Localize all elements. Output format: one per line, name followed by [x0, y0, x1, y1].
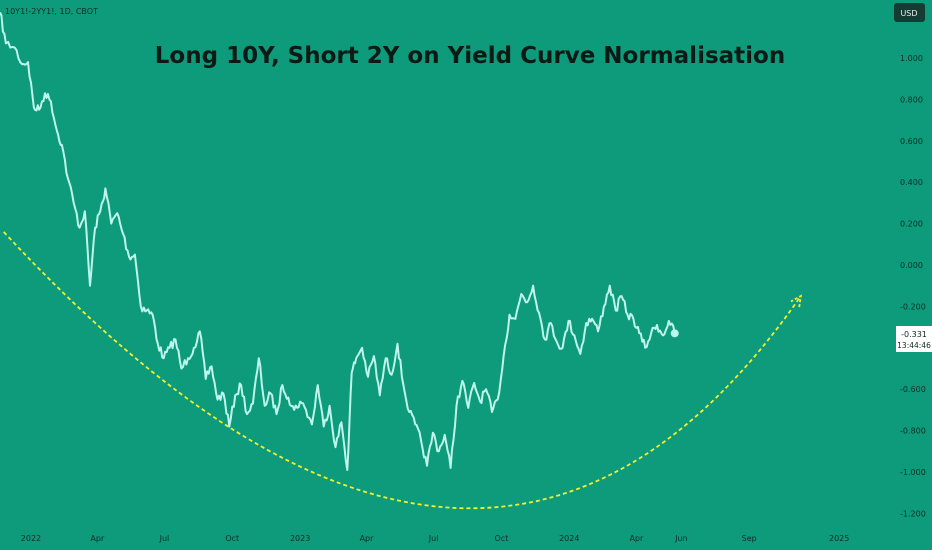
- x-tick-label: Apr: [90, 534, 105, 543]
- x-tick-label: Jun: [674, 534, 688, 543]
- price-line-layer: [0, 11, 679, 471]
- axis-tick-layer: 1.2001.0000.8000.6000.4000.2000.000-0.20…: [21, 13, 926, 543]
- x-tick-label: Sep: [742, 534, 757, 543]
- series-line: [0, 11, 676, 471]
- symbol-info[interactable]: 10Y1!-2YY1!, 1D, CBOT: [5, 7, 98, 16]
- last-price: -0.331: [901, 330, 927, 339]
- y-tick-label: 0.800: [900, 95, 923, 104]
- x-tick-label: Jul: [428, 534, 439, 543]
- forecast-arrow-head: [790, 294, 802, 308]
- currency-button[interactable]: USD: [894, 3, 925, 22]
- y-tick-label: 1.000: [900, 54, 923, 63]
- last-price-badge: -0.331 13:44:46: [896, 326, 932, 352]
- chart-title: Long 10Y, Short 2Y on Yield Curve Normal…: [155, 43, 785, 69]
- y-tick-label: -0.800: [900, 427, 926, 436]
- y-tick-label: -0.600: [900, 385, 926, 394]
- x-tick-label: 2023: [290, 534, 310, 543]
- x-tick-label: Apr: [629, 534, 644, 543]
- forecast-arrow-path: [3, 231, 802, 510]
- x-tick-label: Oct: [495, 534, 509, 543]
- y-tick-label: -1.000: [900, 468, 926, 477]
- x-tick-label: Jul: [159, 534, 170, 543]
- x-tick-label: 2022: [21, 534, 41, 543]
- x-tick-label: Apr: [360, 534, 375, 543]
- y-tick-label: 0.200: [900, 220, 923, 229]
- currency-label: USD: [900, 9, 917, 18]
- y-tick-label: -1.200: [900, 509, 926, 518]
- x-tick-label: 2024: [559, 534, 579, 543]
- y-tick-label: 0.000: [900, 261, 923, 270]
- forecast-arrow-layer: [3, 231, 802, 510]
- x-tick-label: 2025: [829, 534, 849, 543]
- y-tick-label: 0.400: [900, 178, 923, 187]
- y-tick-label: -0.200: [900, 302, 926, 311]
- x-tick-label: Oct: [225, 534, 239, 543]
- bar-countdown: 13:44:46: [897, 341, 931, 350]
- y-tick-label: 0.600: [900, 137, 923, 146]
- last-value-dot: [670, 329, 679, 338]
